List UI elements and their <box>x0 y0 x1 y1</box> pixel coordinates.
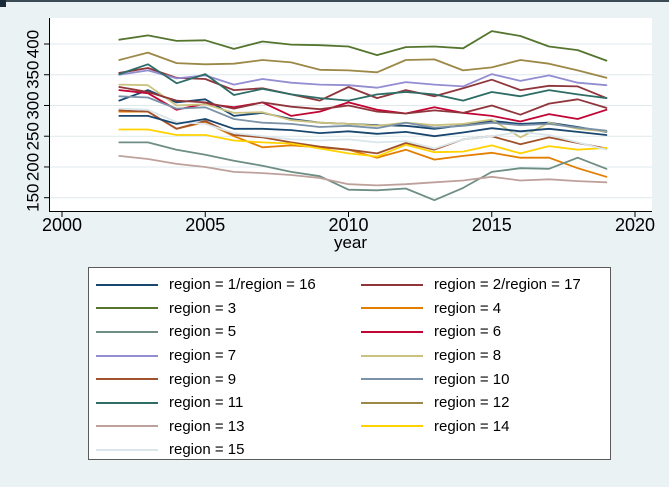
window-top-edge <box>0 0 669 2</box>
legend-line-swatch <box>361 354 423 357</box>
x-tick-label: 2015 <box>472 215 512 235</box>
legend-item: region = 9 <box>96 367 236 391</box>
legend-row: region = 3 region = 4 <box>89 297 610 321</box>
legend-item: region = 15 <box>96 438 244 462</box>
y-tick-label: 150 <box>24 184 43 212</box>
y-tick-label: 400 <box>24 30 43 58</box>
legend-line-swatch <box>361 330 423 333</box>
line-series-14 <box>118 128 608 158</box>
legend-item: region = 10 <box>361 367 509 391</box>
legend-line-swatch <box>96 401 158 404</box>
window-corner-artifact <box>0 0 6 7</box>
legend-item: region = 1/region = 16 <box>96 273 316 297</box>
y-tick-label: 350 <box>24 61 43 89</box>
legend-line-swatch <box>96 448 158 451</box>
legend-item-label: region = 15 <box>169 441 245 459</box>
line-series-2 <box>118 67 608 102</box>
line-series-13 <box>118 154 608 187</box>
line-series-5 <box>118 141 608 202</box>
plot-area: 150 200 250 300 350 400 2000 2005 2010 2015 2020 y… <box>24 18 655 252</box>
legend: region = 1/region = 16 region = 2/region … <box>88 267 611 460</box>
legend-row: region = 1/region = 16 region = 2/region … <box>89 273 610 297</box>
legend-item-label: region = 11 <box>169 394 244 412</box>
legend-line-swatch <box>361 283 423 286</box>
legend-line-swatch <box>361 307 423 310</box>
legend-item: region = 3 <box>96 297 236 321</box>
legend-item-label: region = 12 <box>434 394 510 412</box>
x-tick-label: 2010 <box>328 215 368 235</box>
legend-item-label: region = 9 <box>169 370 237 388</box>
plot-generated: 150 200 250 300 350 400 2000 2005 2010 2015 2020 <box>24 18 655 235</box>
legend-row: region = 5 region = 6 <box>89 320 610 344</box>
y-tick-label: 300 <box>24 91 43 119</box>
line-series-10 <box>118 95 608 132</box>
x-tick-label: 2005 <box>185 215 225 235</box>
legend-item-label: region = 1/region = 16 <box>169 276 316 294</box>
legend-line-swatch <box>96 307 158 310</box>
line-series-16 <box>118 115 608 138</box>
legend-item-label: region = 14 <box>434 417 510 435</box>
legend-item: region = 7 <box>96 344 236 368</box>
legend-line-swatch <box>96 283 158 286</box>
legend-line-swatch <box>96 378 158 381</box>
legend-item-label: region = 6 <box>434 323 502 341</box>
legend-item-label: region = 2/region = 17 <box>434 276 581 294</box>
legend-item: region = 11 <box>96 391 243 415</box>
legend-line-swatch <box>361 401 423 404</box>
legend-line-swatch <box>361 378 423 381</box>
legend-item: region = 2/region = 17 <box>361 273 581 297</box>
line-series-12 <box>118 51 608 79</box>
x-tick-label: 2000 <box>42 215 82 235</box>
line-series-15 <box>118 107 608 151</box>
legend-row: region = 13 region = 14 <box>89 415 610 439</box>
legend-line-swatch <box>361 425 423 428</box>
line-series-11 <box>118 63 608 102</box>
y-tick-label: 250 <box>24 122 43 150</box>
legend-item: region = 13 <box>96 415 244 439</box>
legend-line-swatch <box>96 330 158 333</box>
legend-item-label: region = 5 <box>169 323 237 341</box>
line-series-17 <box>118 86 608 116</box>
legend-item: region = 4 <box>361 297 501 321</box>
x-axis-title: year <box>334 233 367 252</box>
legend-item-label: region = 4 <box>434 299 502 317</box>
legend-row: region = 15 <box>89 438 610 462</box>
legend-item-label: region = 8 <box>434 347 502 365</box>
line-series-9 <box>118 109 608 155</box>
legend-item: region = 8 <box>361 344 501 368</box>
legend-item-label: region = 13 <box>169 417 245 435</box>
legend-item: region = 5 <box>96 320 236 344</box>
legend-item: region = 12 <box>361 391 509 415</box>
x-tick-label: 2020 <box>615 215 655 235</box>
legend-item-label: region = 7 <box>169 347 237 365</box>
line-series-8 <box>118 83 608 139</box>
legend-row: region = 9 region = 10 <box>89 367 610 391</box>
legend-item: region = 14 <box>361 415 509 439</box>
legend-line-swatch <box>96 425 158 428</box>
line-series-3 <box>118 30 608 62</box>
legend-item: region = 6 <box>361 320 501 344</box>
legend-item-label: region = 3 <box>169 299 237 317</box>
y-tick-label: 200 <box>24 153 43 181</box>
legend-line-swatch <box>96 354 158 357</box>
legend-row: region = 7 region = 8 <box>89 344 610 368</box>
legend-item-label: region = 10 <box>434 370 510 388</box>
legend-row: region = 11 region = 12 <box>89 391 610 415</box>
